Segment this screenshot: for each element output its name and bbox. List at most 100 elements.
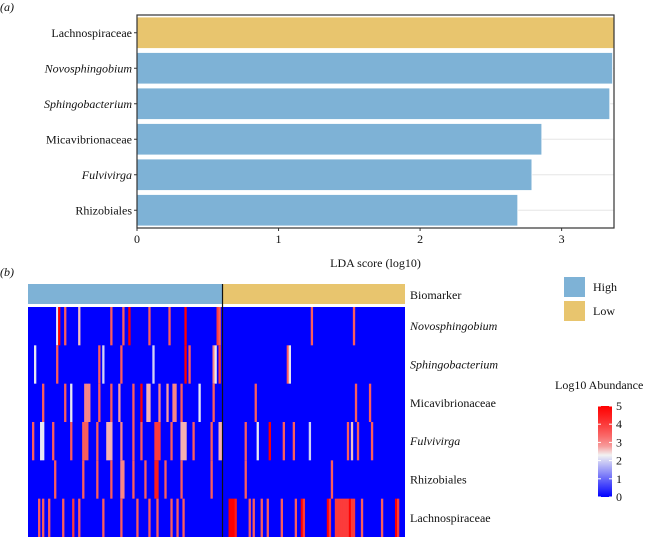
- heatmap-cell: [86, 383, 89, 423]
- heatmap-cell: [210, 422, 213, 461]
- heatmap-cell: [342, 498, 346, 537]
- heatmap-cell: [280, 498, 283, 537]
- heatmap-cell: [48, 498, 51, 537]
- heatmap-cell: [310, 307, 314, 346]
- heatmap-cell: [58, 307, 61, 346]
- heatmap-cell: [244, 460, 247, 500]
- heatmap-cell: [166, 383, 169, 423]
- colorbar-tick-label: 2: [616, 454, 622, 468]
- colorbar-tick-label: 4: [616, 417, 622, 431]
- heatmap-cell: [110, 460, 113, 500]
- heatmap-cell: [368, 383, 372, 423]
- heatmap-cell: [136, 498, 139, 537]
- bar-micavibrionaceae: [136, 123, 543, 156]
- x-tick-label: 2: [417, 232, 423, 246]
- colorbar-title: Log10 Abundance: [555, 378, 643, 392]
- heatmap-cell: [184, 345, 187, 385]
- heatmap-cell: [336, 498, 340, 537]
- heatmap-cell: [144, 460, 147, 500]
- heatmap-cell: [220, 422, 223, 461]
- heatmap-cell: [38, 498, 41, 537]
- annotation-low: [222, 284, 405, 304]
- heatmap-cell: [228, 498, 231, 537]
- heatmap-cell: [354, 383, 358, 423]
- heatmap-cell: [42, 383, 45, 423]
- heatmap-cell: [252, 498, 255, 537]
- x-axis-label: LDA score (log10): [330, 256, 421, 270]
- heatmap-cell: [78, 498, 81, 537]
- heatmap-cell: [352, 498, 356, 537]
- heatmap-cell: [64, 383, 67, 423]
- heatmap-cell: [140, 422, 143, 461]
- heatmap-cell: [248, 498, 251, 537]
- heatmap-cell: [188, 345, 191, 385]
- heatmap-cell: [346, 498, 350, 537]
- heatmap-cell: [268, 422, 271, 461]
- heatmap-cell: [120, 460, 123, 500]
- heatmap-cell: [266, 498, 269, 537]
- heatmap-cell: [232, 498, 235, 537]
- heatmap-cell: [102, 498, 105, 537]
- row-label: Novosphingobium: [409, 319, 498, 333]
- heatmap-row-bg: [28, 460, 405, 500]
- colorbar: [598, 406, 612, 497]
- heatmap-cell: [110, 383, 113, 423]
- y-tick-label: Rhizobiales: [75, 203, 132, 217]
- heatmap-cell: [254, 383, 257, 423]
- heatmap-cell: [78, 307, 81, 346]
- annotation-high: [28, 284, 223, 304]
- heatmap-cell: [84, 383, 87, 423]
- heatmap-cell: [340, 498, 344, 537]
- heatmap-cell: [184, 422, 187, 461]
- bar-lachnospiraceae: [136, 16, 615, 49]
- heatmap-cell: [164, 460, 167, 500]
- heatmap-cell: [146, 383, 149, 423]
- heatmap-cell: [334, 498, 338, 537]
- heatmap-cell: [356, 422, 360, 461]
- heatmap-cell: [292, 422, 296, 461]
- heatmap-cell: [212, 345, 215, 385]
- heatmap-cell: [40, 422, 43, 461]
- heatmap-cell: [350, 498, 354, 537]
- annotation-label: Biomarker: [410, 288, 461, 302]
- heatmap-cell: [84, 422, 87, 461]
- heatmap-cell: [256, 422, 259, 461]
- heatmap-row-bg: [28, 422, 405, 461]
- heatmap-cell: [180, 383, 183, 423]
- heatmap-cell: [148, 307, 151, 346]
- heatmap-cell: [330, 460, 334, 500]
- heatmap-cell: [286, 345, 289, 385]
- heatmap-cell: [282, 422, 285, 461]
- heatmap-cell: [106, 422, 109, 461]
- panel-label-a: (a): [0, 0, 14, 14]
- heatmap-cell: [154, 460, 157, 500]
- colorbar-tick-label: 1: [616, 472, 622, 486]
- colorbar-tick-label: 5: [616, 399, 622, 413]
- y-tick-label: Novosphingobium: [44, 61, 133, 75]
- heatmap-cell: [96, 460, 99, 500]
- row-label: Sphingobacterium: [410, 358, 498, 372]
- heatmap-cell: [122, 460, 125, 500]
- heatmap-cell: [132, 460, 135, 500]
- heatmap-cell: [394, 498, 398, 537]
- heatmap-cell: [70, 422, 73, 461]
- heatmap-cell: [216, 307, 219, 346]
- heatmap-cell: [120, 498, 123, 537]
- colorbar-tick-label: 0: [616, 490, 622, 504]
- row-label: Micavibrionaceae: [410, 396, 496, 410]
- heatmap-cell: [300, 498, 304, 537]
- heatmap-cell: [102, 345, 105, 385]
- heatmap-cell: [326, 498, 330, 537]
- heatmap-cell: [348, 498, 352, 537]
- heatmap-cell: [380, 498, 384, 537]
- heatmap-cell: [396, 498, 400, 537]
- y-tick-label: Lachnospiraceae: [51, 26, 132, 40]
- heatmap-cell: [370, 422, 374, 461]
- heatmap-cell: [294, 498, 298, 537]
- y-tick-label: Micavibrionaceae: [46, 132, 132, 146]
- heatmap-cell: [52, 422, 55, 461]
- heatmap-cell: [346, 422, 350, 461]
- heatmap-cell: [148, 498, 151, 537]
- bar-novosphingobium: [136, 52, 613, 85]
